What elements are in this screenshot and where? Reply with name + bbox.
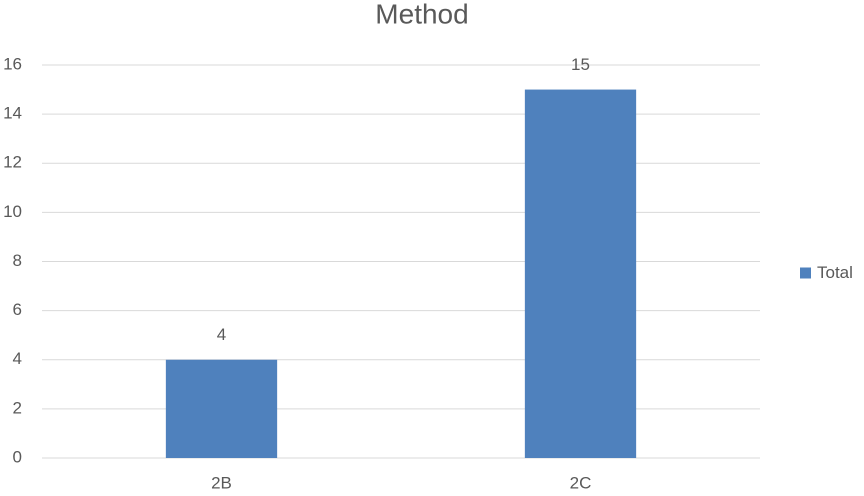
y-tick-label: 16 (3, 54, 22, 73)
y-tick-label: 2 (13, 398, 22, 417)
y-tick-label: 8 (13, 251, 22, 270)
y-tick-label: 14 (3, 104, 22, 123)
chart-title: Method (375, 0, 468, 29)
y-tick-label: 12 (3, 153, 22, 172)
legend-label: Total (817, 263, 853, 282)
y-tick-label: 0 (13, 447, 22, 466)
data-label: 15 (571, 55, 590, 74)
bar (524, 89, 637, 458)
y-tick-label: 4 (13, 349, 22, 368)
x-tick-label: 2B (211, 473, 232, 492)
y-tick-label: 6 (13, 300, 22, 319)
y-tick-label: 10 (3, 202, 22, 221)
data-label: 4 (217, 325, 226, 344)
bar (165, 359, 278, 458)
x-tick-label: 2C (570, 473, 592, 492)
legend-swatch (800, 267, 811, 279)
